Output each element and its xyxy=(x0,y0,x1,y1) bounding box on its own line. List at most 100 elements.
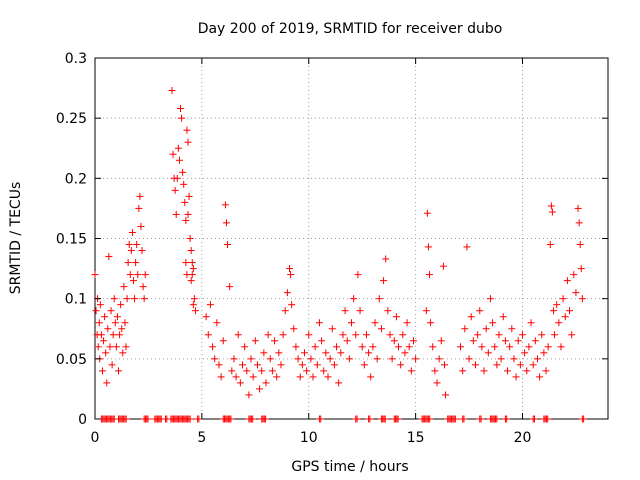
data-point xyxy=(501,337,509,345)
chart-title: Day 200 of 2019, SRMTID for receiver dub… xyxy=(198,21,503,37)
data-point xyxy=(424,243,432,251)
data-point xyxy=(140,295,148,303)
data-point xyxy=(107,307,115,315)
data-point xyxy=(375,295,383,303)
y-tick-label: 0 xyxy=(78,412,87,428)
data-point xyxy=(253,361,261,369)
data-point xyxy=(144,415,152,423)
data-point xyxy=(395,343,403,351)
data-point xyxy=(358,343,366,351)
data-point xyxy=(181,198,189,206)
data-point xyxy=(300,349,308,357)
data-point xyxy=(484,349,492,357)
data-point xyxy=(394,415,402,423)
y-axis-label: SRMTID / TECUs xyxy=(8,182,24,295)
axis-ticks xyxy=(94,57,608,420)
data-point xyxy=(429,343,437,351)
data-points xyxy=(91,86,588,423)
data-point xyxy=(437,337,445,345)
y-tick-label: 0.3 xyxy=(65,51,87,67)
x-tick-label: 0 xyxy=(91,430,100,446)
data-point xyxy=(175,156,183,164)
data-point xyxy=(392,313,400,321)
data-point xyxy=(236,379,244,387)
data-point xyxy=(328,325,336,333)
data-point xyxy=(486,295,494,303)
data-point xyxy=(341,307,349,315)
data-point xyxy=(249,373,257,381)
data-point xyxy=(138,247,146,255)
x-axis-label: GPS time / hours xyxy=(291,459,408,475)
data-point xyxy=(345,355,353,363)
data-point xyxy=(563,277,571,285)
data-point xyxy=(322,349,330,357)
data-point xyxy=(185,192,193,200)
data-point xyxy=(104,325,112,333)
data-point xyxy=(548,208,556,216)
data-point xyxy=(115,367,123,375)
data-point xyxy=(514,337,522,345)
data-point xyxy=(213,319,221,327)
data-point xyxy=(238,361,246,369)
data-point xyxy=(512,373,520,381)
data-point xyxy=(277,361,285,369)
data-point xyxy=(538,331,546,339)
data-point xyxy=(96,301,104,309)
data-point xyxy=(187,247,195,255)
data-point xyxy=(557,343,565,351)
data-point xyxy=(547,202,555,210)
data-point xyxy=(386,331,394,339)
data-point xyxy=(128,228,136,236)
data-point xyxy=(101,313,109,321)
data-point xyxy=(141,271,149,279)
data-point xyxy=(315,319,323,327)
data-point xyxy=(544,415,552,423)
data-point xyxy=(264,331,272,339)
data-point xyxy=(169,150,177,158)
data-point xyxy=(489,319,497,327)
data-point xyxy=(294,355,302,363)
data-point xyxy=(97,331,105,339)
data-point xyxy=(457,343,465,351)
data-point xyxy=(188,271,196,279)
data-point xyxy=(118,325,126,333)
data-point xyxy=(98,367,106,375)
data-point xyxy=(132,259,140,267)
data-point xyxy=(273,373,281,381)
data-point xyxy=(367,373,375,381)
data-point xyxy=(232,373,240,381)
data-point xyxy=(506,343,514,351)
data-point xyxy=(288,301,296,309)
data-point xyxy=(377,325,385,333)
data-point xyxy=(286,265,294,273)
data-point xyxy=(182,216,190,224)
data-point xyxy=(296,373,304,381)
data-point xyxy=(427,319,435,327)
data-point xyxy=(134,271,142,279)
data-point xyxy=(339,331,347,339)
data-point xyxy=(525,343,533,351)
data-point xyxy=(478,343,486,351)
data-point xyxy=(206,301,214,309)
data-point xyxy=(356,307,364,315)
data-point xyxy=(555,319,563,327)
data-point xyxy=(105,253,113,261)
data-point xyxy=(572,289,580,297)
data-point xyxy=(271,337,279,345)
data-point xyxy=(177,105,184,113)
data-point xyxy=(182,259,190,267)
data-point xyxy=(129,277,137,285)
data-point xyxy=(106,343,114,351)
data-point xyxy=(497,355,505,363)
data-point xyxy=(544,343,552,351)
data-point xyxy=(126,271,134,279)
data-point xyxy=(337,349,345,357)
data-point xyxy=(111,319,119,327)
data-point xyxy=(354,271,362,279)
data-point xyxy=(390,337,398,345)
data-point xyxy=(467,313,475,321)
data-point xyxy=(221,201,229,209)
data-point xyxy=(173,174,181,182)
data-point xyxy=(209,343,217,351)
data-point xyxy=(184,138,192,146)
